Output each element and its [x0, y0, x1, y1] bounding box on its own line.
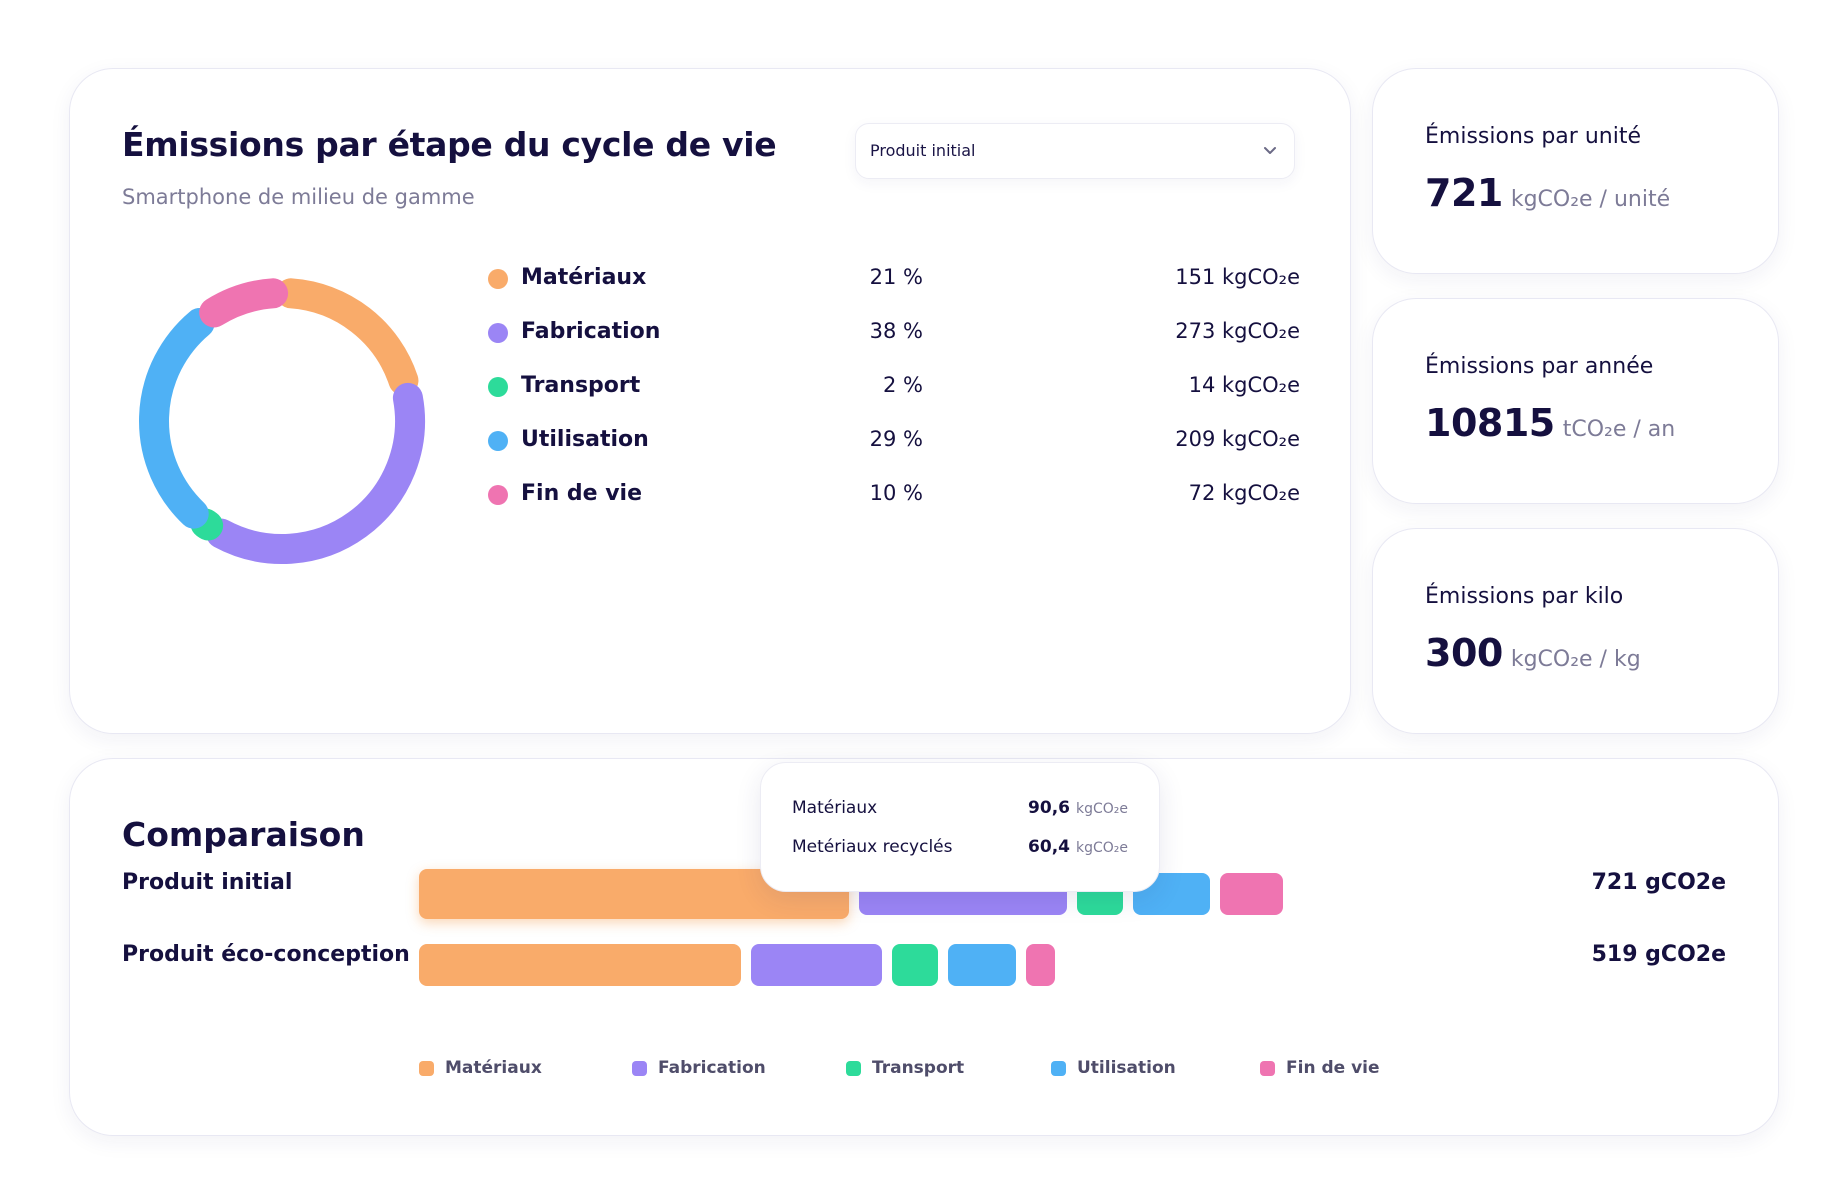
- legend-dot: [488, 323, 508, 343]
- product-subtitle: Smartphone de milieu de gamme: [122, 185, 475, 209]
- legend-row-materiaux[interactable]: Matériaux 21 % 151 kgCO₂e: [488, 258, 1300, 298]
- legend-dot: [488, 377, 508, 397]
- product-select-dropdown[interactable]: Produit initial: [855, 123, 1295, 179]
- kpi-number: 300: [1425, 631, 1503, 675]
- bar-segment-fin-de-vie-eco[interactable]: [1026, 944, 1055, 986]
- legend-label: Fabrication: [521, 319, 661, 344]
- kpi-number: 721: [1425, 171, 1503, 215]
- bar-segment-fabrication-eco[interactable]: [751, 944, 883, 986]
- bar-segment-fin-de-vie-initial[interactable]: [1219, 873, 1283, 915]
- legend-label: Transport: [872, 1058, 965, 1078]
- legend-row-fin-de-vie[interactable]: Fin de vie 10 % 72 kgCO₂e: [488, 474, 1300, 514]
- donut-slice-utilisation[interactable]: [139, 307, 215, 529]
- legend-dot: [488, 269, 508, 289]
- legend-swatch: [1260, 1061, 1275, 1076]
- legend-percent: 21 %: [869, 265, 923, 289]
- legend-dot: [488, 485, 508, 505]
- bar-segment-transport-eco[interactable]: [892, 944, 938, 986]
- comparison-title: Comparaison: [122, 815, 365, 854]
- kpi-unit: kgCO₂e / kg: [1510, 647, 1641, 672]
- legend-label: Fin de vie: [521, 481, 643, 506]
- legend-swatch: [419, 1061, 434, 1076]
- legend-value: 72 kgCO₂e: [1188, 481, 1300, 505]
- kpi-value: 721 kgCO₂e / unité: [1425, 171, 1670, 215]
- legend-value: 151 kgCO₂e: [1175, 265, 1300, 289]
- legend-value: 209 kgCO₂e: [1175, 427, 1300, 451]
- legend-label: Utilisation: [521, 427, 649, 452]
- legend-dot: [488, 431, 508, 451]
- kpi-value: 300 kgCO₂e / kg: [1425, 631, 1641, 675]
- tooltip-value: 60,4 kgCO₂e: [1028, 837, 1128, 857]
- legend-label: Utilisation: [1077, 1058, 1176, 1078]
- row-label-eco: Produit éco-conception: [122, 942, 410, 967]
- page-title: Émissions par étape du cycle de vie: [122, 125, 777, 164]
- legend-percent: 29 %: [869, 427, 923, 451]
- kpi-label: Émissions par unité: [1425, 124, 1641, 149]
- legend-label: Transport: [521, 373, 641, 398]
- lifecycle-emissions-card: Émissions par étape du cycle de vie Smar…: [69, 68, 1351, 734]
- kpi-label: Émissions par année: [1425, 354, 1654, 379]
- row-label-initial: Produit initial: [122, 870, 293, 895]
- legend-swatch: [1051, 1061, 1066, 1076]
- tooltip-number: 60,4: [1028, 837, 1070, 857]
- kpi-unit: kgCO₂e / unité: [1510, 187, 1671, 212]
- legend-row-fabrication[interactable]: Fabrication 38 % 273 kgCO₂e: [488, 312, 1300, 352]
- legend-percent: 2 %: [883, 373, 923, 397]
- legend-label: Matériaux: [445, 1058, 542, 1078]
- legend-row-utilisation[interactable]: Utilisation 29 % 209 kgCO₂e: [488, 420, 1300, 460]
- tooltip-unit: kgCO₂e: [1075, 801, 1128, 817]
- donut-slice-transport[interactable]: [190, 508, 224, 541]
- bar-segment-materiaux-eco[interactable]: [419, 944, 742, 986]
- kpi-card-per-unit: Émissions par unité 721 kgCO₂e / unité: [1372, 68, 1779, 274]
- legend-swatch: [846, 1061, 861, 1076]
- tooltip-unit: kgCO₂e: [1075, 840, 1128, 856]
- donut-slice-fin-de-vie[interactable]: [199, 278, 289, 328]
- row-total-initial: 721 gCO2e: [1591, 870, 1726, 895]
- legend-swatch: [632, 1061, 647, 1076]
- legend-label: Fabrication: [658, 1058, 766, 1078]
- legend-value: 14 kgCO₂e: [1188, 373, 1300, 397]
- tooltip-number: 90,6: [1028, 798, 1070, 818]
- legend-row-transport[interactable]: Transport 2 % 14 kgCO₂e: [488, 366, 1300, 406]
- bar-segment-utilisation-eco[interactable]: [947, 944, 1017, 986]
- legend-percent: 10 %: [869, 481, 923, 505]
- donut-chart: [139, 278, 425, 564]
- legend-percent: 38 %: [869, 319, 923, 343]
- materials-tooltip: Matériaux 90,6 kgCO₂e Metériaux recyclés …: [760, 762, 1160, 892]
- kpi-card-per-kilo: Émissions par kilo 300 kgCO₂e / kg: [1372, 528, 1779, 734]
- row-total-eco: 519 gCO2e: [1591, 942, 1726, 967]
- donut-slice-materiaux[interactable]: [275, 278, 419, 396]
- donut-slice-fabrication[interactable]: [206, 382, 425, 564]
- legend-label: Fin de vie: [1286, 1058, 1380, 1078]
- chevron-down-icon: [1264, 147, 1276, 154]
- product-select-value: Produit initial: [870, 141, 976, 160]
- kpi-card-per-year: Émissions par année 10815 tCO₂e / an: [1372, 298, 1779, 504]
- tooltip-label: Matériaux: [792, 798, 878, 818]
- kpi-value: 10815 tCO₂e / an: [1425, 401, 1675, 445]
- kpi-number: 10815: [1425, 401, 1555, 445]
- tooltip-value: 90,6 kgCO₂e: [1028, 798, 1128, 818]
- kpi-label: Émissions par kilo: [1425, 584, 1624, 609]
- kpi-unit: tCO₂e / an: [1562, 417, 1676, 442]
- tooltip-label: Metériaux recyclés: [792, 837, 953, 857]
- legend-value: 273 kgCO₂e: [1175, 319, 1300, 343]
- legend-label: Matériaux: [521, 265, 647, 290]
